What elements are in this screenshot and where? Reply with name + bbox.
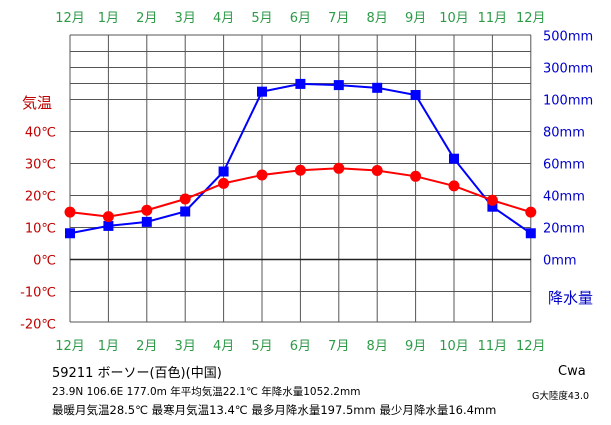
precipitation-tick-label: 20mm xyxy=(543,222,585,237)
month-label-top: 9月 xyxy=(405,11,426,26)
temperature-point xyxy=(525,206,537,218)
temperature-axis-ticks: 40℃ 30℃ 20℃ 10℃ 0℃ -10℃ -20℃ xyxy=(20,126,56,333)
precipitation-point xyxy=(218,166,229,177)
temperature-point xyxy=(218,177,230,189)
precipitation-point xyxy=(449,153,459,164)
month-label-bottom: 12月 xyxy=(516,339,546,354)
koppen-class: Cwa xyxy=(558,364,586,379)
temperature-tick-label: 30℃ xyxy=(25,158,56,173)
continentality-index: G大陸度43.0 xyxy=(532,391,590,402)
month-label-bottom: 10月 xyxy=(439,339,469,354)
precipitation-point xyxy=(141,216,152,227)
station-extremes: 最暖月気温28.5℃ 最寒月気温13.4℃ 最多月降水量197.5mm 最少月降… xyxy=(52,403,497,417)
temperature-point xyxy=(102,211,114,223)
temperature-point xyxy=(371,165,383,177)
precipitation-point xyxy=(372,82,383,93)
precipitation-tick-label: 100mm xyxy=(543,94,593,109)
precipitation-point xyxy=(180,206,191,217)
month-label-bottom: 9月 xyxy=(405,339,426,354)
temperature-tick-label: -20℃ xyxy=(20,318,56,333)
precipitation-tick-label: 60mm xyxy=(543,158,585,173)
temperature-tick-label: 20℃ xyxy=(25,190,56,205)
precipitation-point xyxy=(333,80,344,91)
precipitation-point xyxy=(525,228,536,239)
temperature-point xyxy=(179,193,191,205)
precipitation-point xyxy=(295,78,306,89)
precipitation-tick-label: 0mm xyxy=(543,254,577,269)
top-month-labels: 12月 1月 2月 3月 4月 5月 6月 7月 8月 9月 10月 11月 12月 xyxy=(55,11,545,26)
month-label-bottom: 1月 xyxy=(98,339,119,354)
month-label-top: 11月 xyxy=(478,11,508,26)
bottom-month-labels: 12月 1月 2月 3月 4月 5月 6月 7月 8月 9月 10月 11月 12月 xyxy=(55,339,545,354)
month-label-bottom: 12月 xyxy=(55,339,85,354)
precipitation-point xyxy=(410,90,421,101)
temperature-point xyxy=(141,204,153,216)
temperature-axis-title: 気温 xyxy=(22,94,52,112)
precipitation-series xyxy=(65,78,536,239)
temperature-point xyxy=(486,194,498,206)
precipitation-tick-label: 40mm xyxy=(543,190,585,205)
temperature-point xyxy=(294,164,306,176)
month-label-top: 6月 xyxy=(290,11,311,26)
temperature-point xyxy=(64,206,76,218)
month-label-bottom: 4月 xyxy=(213,339,234,354)
temperature-tick-label: 10℃ xyxy=(25,222,56,237)
temperature-tick-label: 0℃ xyxy=(33,254,56,269)
precipitation-point xyxy=(103,220,114,231)
month-label-top: 8月 xyxy=(367,11,388,26)
month-label-top: 2月 xyxy=(136,11,157,26)
precipitation-tick-label: 500mm xyxy=(543,30,593,45)
month-label-top: 1月 xyxy=(98,11,119,26)
month-label-top: 12月 xyxy=(516,11,546,26)
temperature-point xyxy=(410,170,422,182)
precipitation-axis-title: 降水量 xyxy=(548,289,593,307)
precipitation-point xyxy=(487,201,498,212)
month-label-top: 7月 xyxy=(328,11,349,26)
precipitation-tick-label: 300mm xyxy=(543,62,593,77)
precipitation-tick-label: 80mm xyxy=(543,126,585,141)
month-label-top: 4月 xyxy=(213,11,234,26)
temperature-series xyxy=(64,162,537,223)
temperature-tick-label: -10℃ xyxy=(20,286,56,301)
month-label-top: 12月 xyxy=(55,11,85,26)
month-label-bottom: 5月 xyxy=(251,339,272,354)
month-label-top: 3月 xyxy=(175,11,196,26)
month-label-top: 5月 xyxy=(251,11,272,26)
month-label-bottom: 7月 xyxy=(328,339,349,354)
month-label-bottom: 11月 xyxy=(478,339,508,354)
month-label-bottom: 2月 xyxy=(136,339,157,354)
temperature-tick-label: 40℃ xyxy=(25,126,56,141)
month-label-bottom: 8月 xyxy=(367,339,388,354)
chart-grid xyxy=(69,34,532,323)
precipitation-point xyxy=(257,86,267,97)
precipitation-point xyxy=(65,228,75,239)
month-label-bottom: 6月 xyxy=(290,339,311,354)
temperature-point xyxy=(333,162,345,174)
precipitation-axis-ticks: 500mm 300mm 100mm 80mm 60mm 40mm 20mm 0mm xyxy=(543,30,593,269)
month-label-top: 10月 xyxy=(439,11,469,26)
station-summary: 23.9N 106.6E 177.0m 年平均気温22.1℃ 年降水量1052.… xyxy=(52,386,361,398)
temperature-point xyxy=(448,180,460,192)
temperature-point xyxy=(256,169,268,181)
month-label-bottom: 3月 xyxy=(175,339,196,354)
station-name: 59211 ボーソー(百色)(中国) xyxy=(52,366,222,381)
